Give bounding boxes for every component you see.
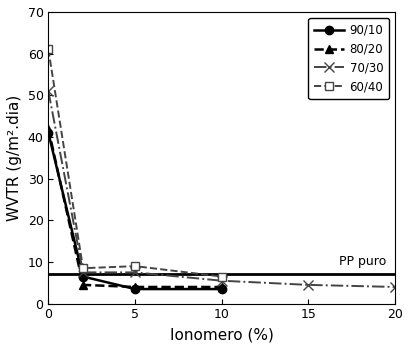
70/30 [81,270,85,274]
70/30 [392,285,397,289]
Line: 80/20: 80/20 [44,125,225,291]
90/10 [219,287,224,291]
Line: 60/40: 60/40 [44,45,225,281]
70/30 [219,279,224,283]
70/30 [46,89,51,93]
60/40 [132,264,137,268]
Legend: 90/10, 80/20, 70/30, 60/40: 90/10, 80/20, 70/30, 60/40 [308,18,388,99]
80/20 [219,285,224,289]
60/40 [46,47,51,52]
Y-axis label: WVTR (g/m².dia): WVTR (g/m².dia) [7,95,22,221]
70/30 [305,283,310,287]
90/10 [81,274,85,279]
70/30 [132,270,137,274]
60/40 [81,266,85,270]
Text: PP puro: PP puro [338,255,386,268]
80/20 [132,285,137,289]
Line: 90/10: 90/10 [44,129,225,293]
90/10 [132,287,137,291]
60/40 [219,274,224,279]
80/20 [81,283,85,287]
X-axis label: Ionomero (%): Ionomero (%) [169,327,273,342]
Line: 70/30: 70/30 [43,86,399,292]
90/10 [46,131,51,135]
80/20 [46,127,51,131]
